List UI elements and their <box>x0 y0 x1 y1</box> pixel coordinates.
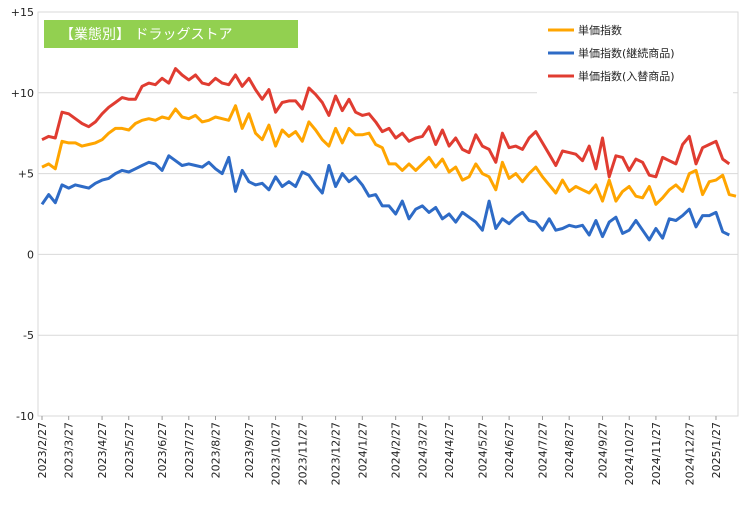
x-tick-label: 2023/6/27 <box>156 422 169 478</box>
x-tick-label: 2024/9/27 <box>597 422 610 478</box>
x-tick-label: 2023/10/27 <box>270 422 283 485</box>
series-line-price-index <box>41 104 737 206</box>
series-line-replaced-items <box>41 67 731 179</box>
x-tick-label: 2023/9/27 <box>243 422 256 478</box>
title-badge-text: 【業態別】 ドラッグストア <box>60 27 232 43</box>
legend: 単価指数 単価指数(継続商品) 単価指数(入替商品) <box>537 14 733 94</box>
x-tick-label: 2023/2/27 <box>36 422 49 478</box>
y-tick-label: +10 <box>11 87 34 100</box>
x-tick-label: 2023/7/27 <box>183 422 196 478</box>
x-tick-label: 2024/3/27 <box>416 422 429 478</box>
x-tick-label: 2024/4/27 <box>443 422 456 478</box>
x-tick-label: 2025/1/27 <box>710 422 723 478</box>
x-tick-label: 2023/5/27 <box>123 422 136 478</box>
series-line-continuing-items <box>40 154 730 242</box>
x-tick-label: 2024/2/27 <box>390 422 403 478</box>
x-tick-label: 2024/11/27 <box>650 422 663 485</box>
y-tick-label: +5 <box>18 168 34 181</box>
y-tick-label: -10 <box>16 410 34 423</box>
title-badge-background <box>44 20 298 48</box>
x-tick-label: 2023/12/27 <box>330 422 343 485</box>
x-tick-label: 2023/3/27 <box>63 422 76 478</box>
x-tick-label: 2024/5/27 <box>476 422 489 478</box>
x-tick-label: 2023/8/27 <box>210 422 223 478</box>
y-tick-label: 0 <box>27 248 34 261</box>
x-tick-label: 2023/4/27 <box>96 422 109 478</box>
x-tick-label: 2024/12/27 <box>683 422 696 485</box>
series-lines <box>40 67 737 242</box>
y-tick-label: -5 <box>23 329 34 342</box>
x-tick-label: 2024/7/27 <box>536 422 549 478</box>
legend-label-continuing-items: 単価指数(継続商品) <box>578 46 675 60</box>
x-axis-ticks: 2023/2/27 2023/3/27 2023/4/27 2023/5/27 2023… <box>36 416 723 485</box>
legend-label-price-index: 単価指数 <box>578 23 622 37</box>
x-tick-label: 2023/11/27 <box>296 422 309 485</box>
legend-label-replaced-items: 単価指数(入替商品) <box>578 69 675 83</box>
title-badge: 【業態別】 ドラッグストア <box>44 20 298 48</box>
x-tick-label: 2024/1/27 <box>356 422 369 478</box>
y-tick-label: +15 <box>11 6 34 19</box>
y-axis-ticks: +15 +10 +5 0 -5 -10 <box>11 6 34 423</box>
x-tick-label: 2024/6/27 <box>503 422 516 478</box>
x-tick-label: 2024/8/27 <box>563 422 576 478</box>
x-tick-label: 2024/10/27 <box>623 422 636 485</box>
